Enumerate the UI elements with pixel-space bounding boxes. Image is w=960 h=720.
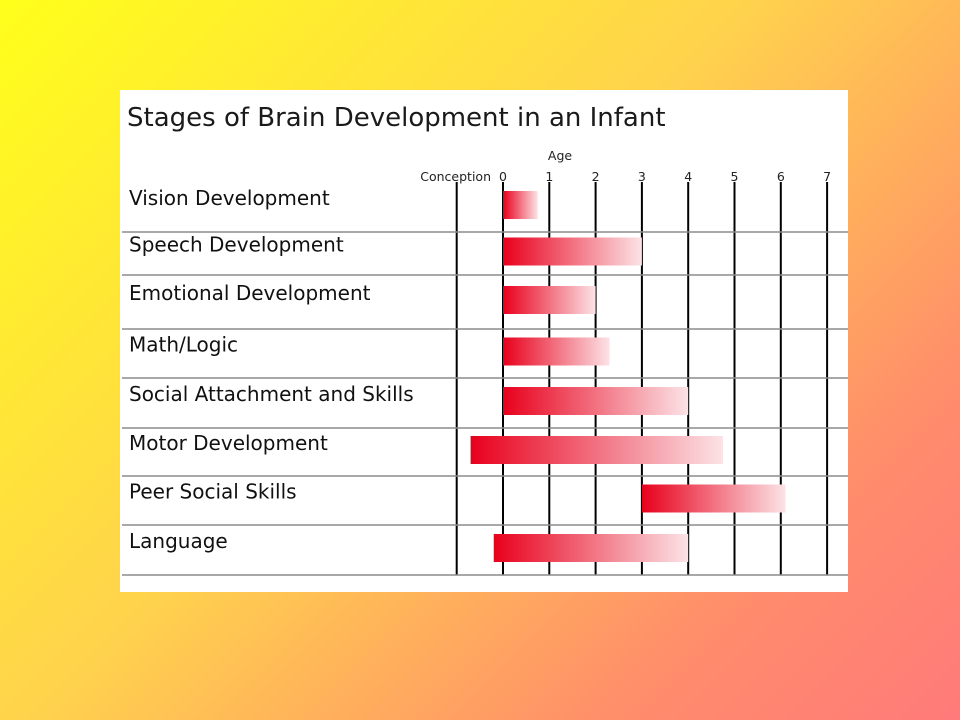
range-bar-5 (503, 387, 689, 415)
age-tick-label-0: 0 (499, 169, 507, 184)
age-tick-label-4: 4 (684, 169, 692, 184)
bars-layer (470, 191, 786, 562)
age-tick-label-7: 7 (823, 169, 831, 184)
range-bar-3 (503, 286, 596, 314)
age-tick-label-1: 1 (545, 169, 553, 184)
row-label-6: Motor Development (129, 431, 328, 455)
row-label-5: Social Attachment and Skills (129, 382, 414, 406)
row-label-7: Peer Social Skills (129, 480, 297, 504)
row-label-1: Vision Development (129, 186, 330, 210)
ticks-layer: 0 1 2 3 4 5 6 7 (499, 169, 831, 184)
range-bar-1 (503, 191, 538, 219)
chart-title: Stages of Brain Development in an Infant (127, 103, 666, 133)
age-tick-label-6: 6 (777, 169, 785, 184)
row-label-3: Emotional Development (129, 281, 371, 305)
axis-title: Age (548, 148, 572, 163)
age-tick-label-3: 3 (638, 169, 646, 184)
axis-start-label: Conception (420, 169, 491, 184)
range-bar-4 (503, 337, 610, 366)
labels-layer: Vision Development Speech Development Emot… (129, 186, 414, 553)
range-bar-8 (493, 534, 689, 562)
row-label-2: Speech Development (129, 233, 344, 257)
row-label-4: Math/Logic (129, 333, 238, 357)
age-tick-label-2: 2 (592, 169, 600, 184)
range-bar-2 (503, 237, 642, 266)
range-bar-6 (470, 436, 723, 464)
row-label-8: Language (129, 529, 228, 553)
age-tick-label-5: 5 (731, 169, 739, 184)
range-bar-7 (641, 484, 786, 513)
